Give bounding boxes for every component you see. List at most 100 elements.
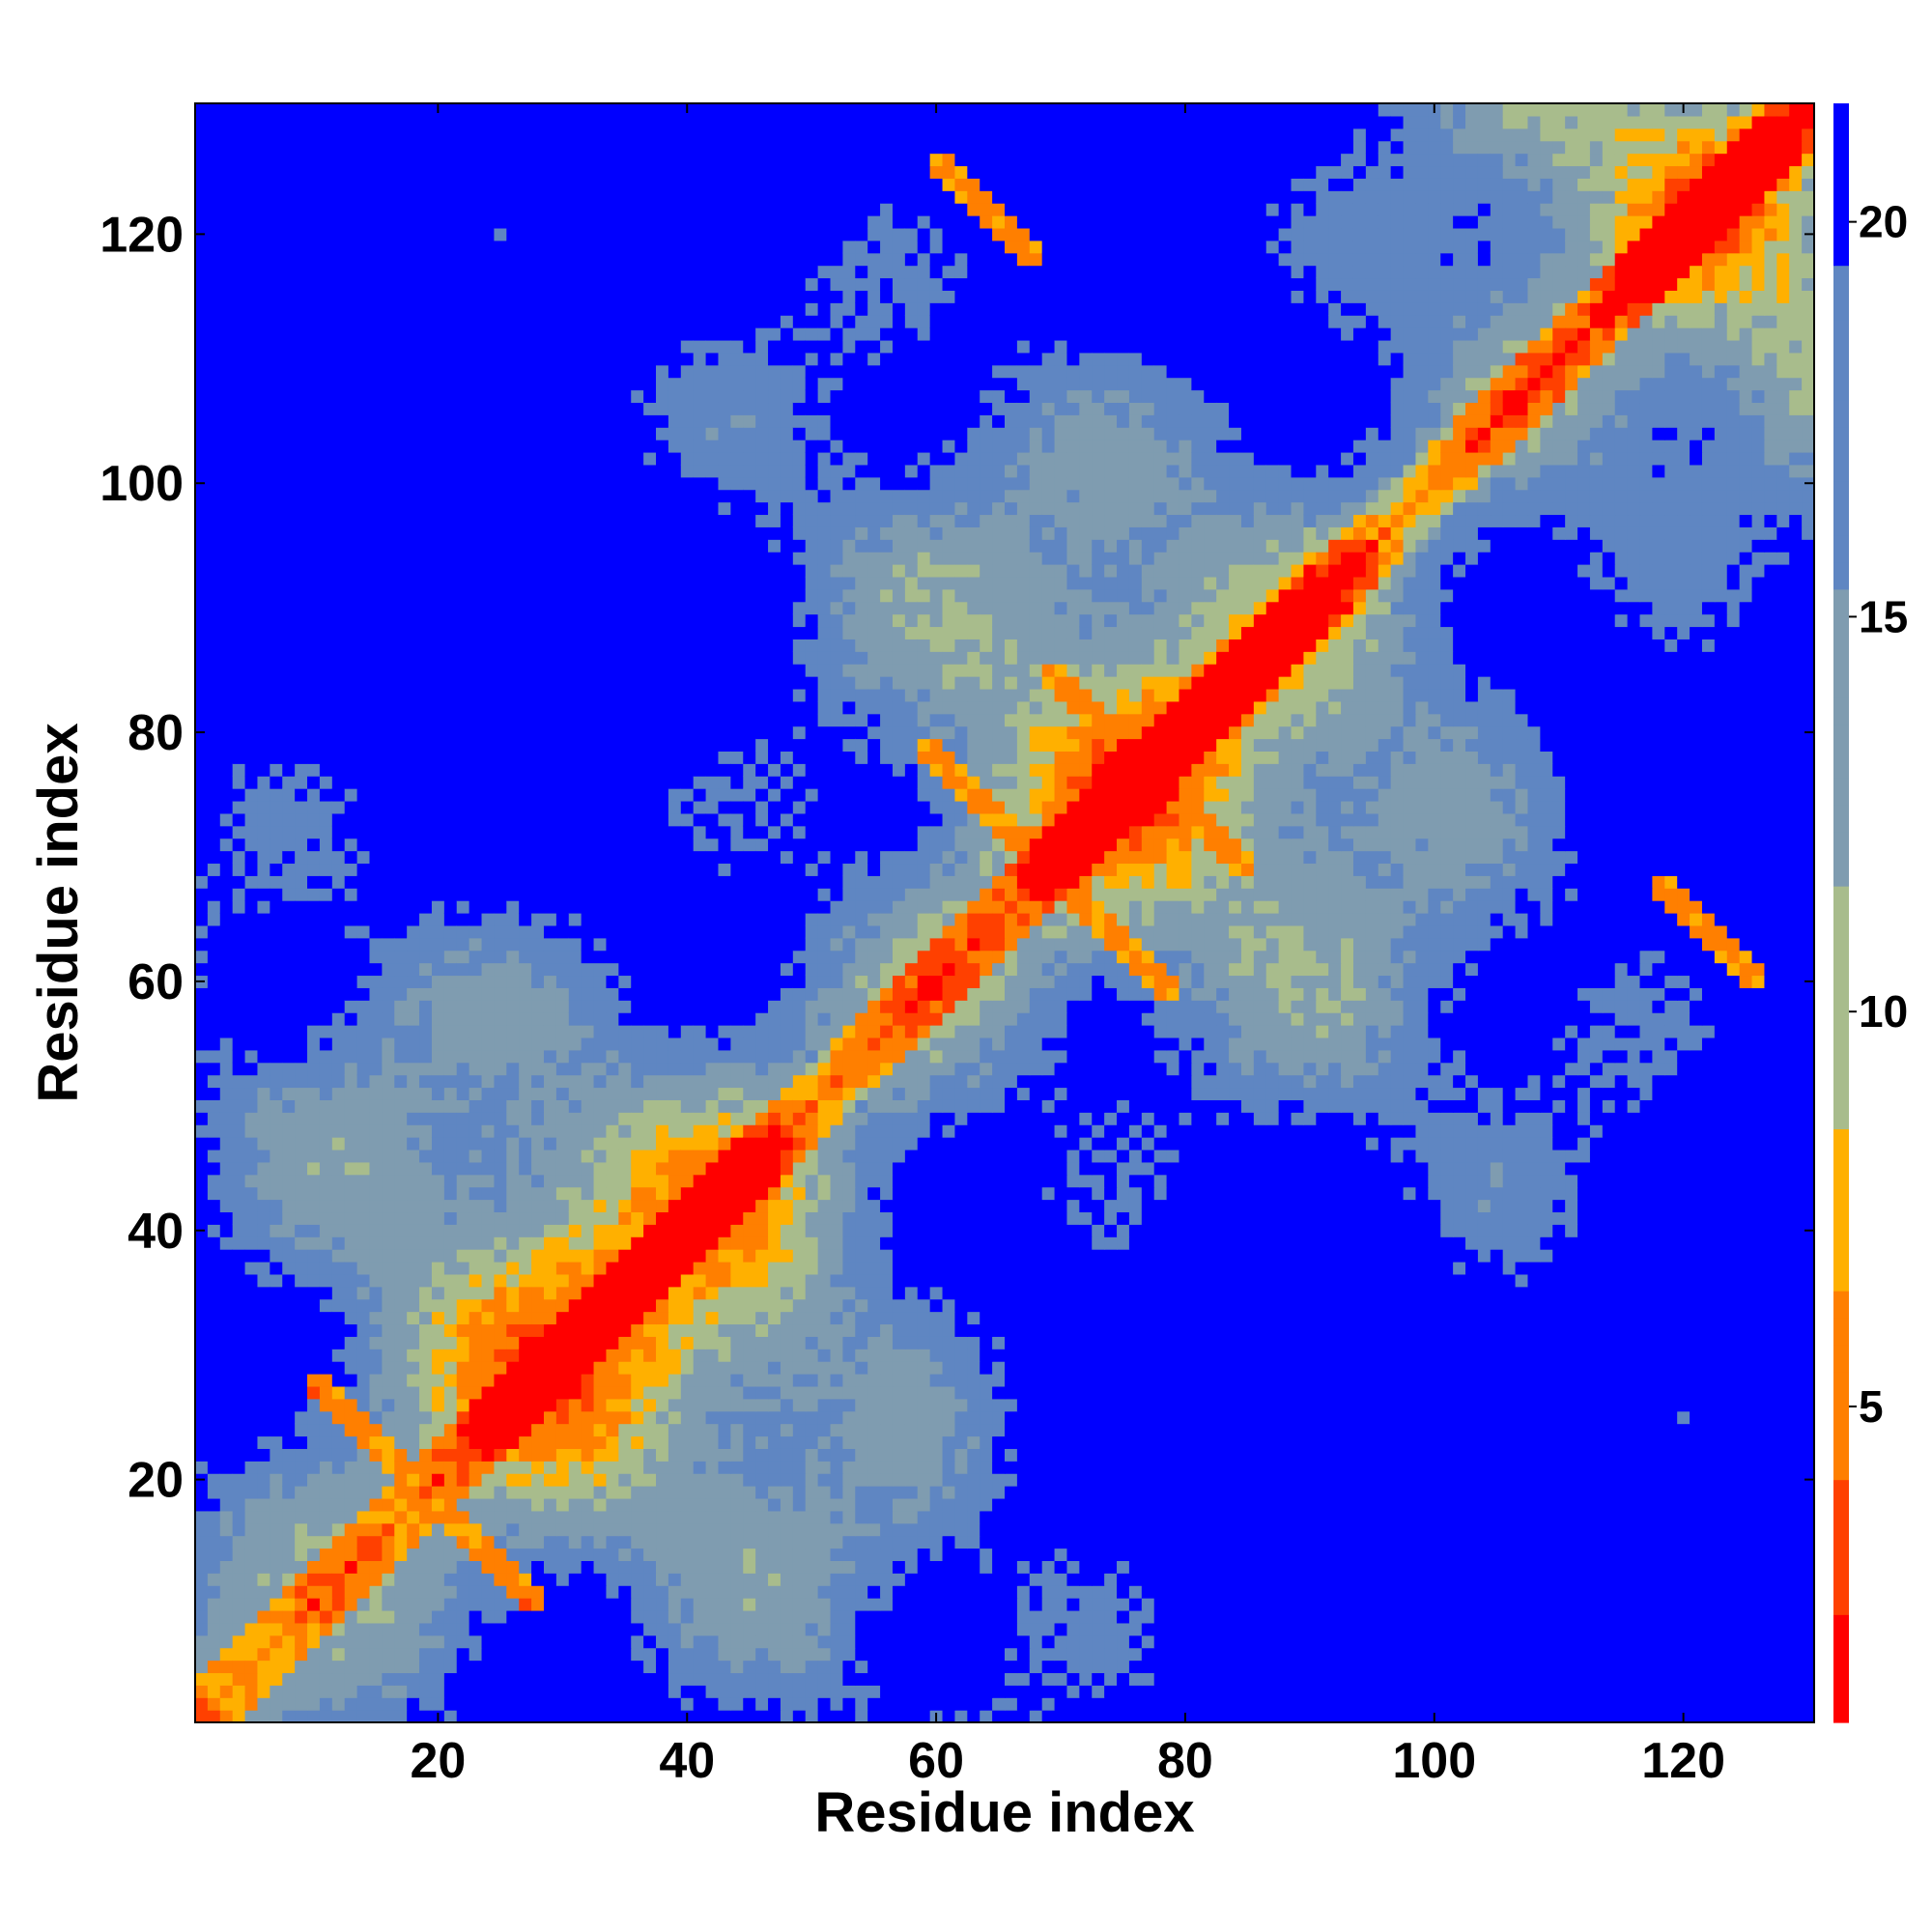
heatmap-cell xyxy=(1092,1510,1105,1524)
heatmap-cell xyxy=(295,626,308,639)
heatmap-cell xyxy=(1378,1585,1392,1599)
heatmap-cell xyxy=(219,115,234,129)
heatmap-cell xyxy=(1265,1634,1280,1649)
heatmap-cell xyxy=(394,140,408,155)
heatmap-cell xyxy=(680,1548,695,1561)
heatmap-cell xyxy=(331,265,346,279)
heatmap-cell xyxy=(331,1710,346,1723)
heatmap-cell xyxy=(443,1199,458,1213)
heatmap-cell xyxy=(295,1585,308,1599)
heatmap-cell xyxy=(344,713,358,727)
heatmap-cell xyxy=(382,1622,395,1636)
heatmap-cell xyxy=(830,1672,843,1686)
heatmap-cell xyxy=(1652,1622,1665,1636)
heatmap-cell xyxy=(1415,1697,1429,1711)
heatmap-cell xyxy=(805,1497,819,1512)
heatmap-cell xyxy=(643,1560,657,1574)
heatmap-cell xyxy=(331,1186,346,1201)
heatmap-cell xyxy=(830,1497,843,1512)
heatmap-cell xyxy=(394,626,408,639)
heatmap-cell xyxy=(1365,1598,1379,1611)
heatmap-cell xyxy=(282,1473,296,1487)
heatmap-cell xyxy=(904,1535,919,1549)
heatmap-cell xyxy=(407,900,420,914)
heatmap-cell xyxy=(1415,1609,1429,1624)
heatmap-cell xyxy=(344,1486,358,1499)
heatmap-cell xyxy=(1291,1609,1305,1624)
heatmap-cell xyxy=(1390,1522,1405,1537)
heatmap-cell xyxy=(1365,1697,1379,1711)
heatmap-cell xyxy=(1291,1647,1305,1662)
heatmap-cell xyxy=(394,863,408,876)
heatmap-cell xyxy=(443,1087,458,1100)
heatmap-cell xyxy=(1041,1461,1056,1474)
heatmap-cell xyxy=(369,1049,383,1064)
heatmap-cell xyxy=(1465,1609,1479,1624)
heatmap-cell xyxy=(1614,1461,1629,1474)
heatmap-cell xyxy=(1179,1660,1192,1674)
heatmap-cell xyxy=(1079,1497,1093,1512)
heatmap-cell xyxy=(1664,1522,1678,1537)
heatmap-cell xyxy=(1029,1548,1043,1561)
heatmap-cell xyxy=(1677,1672,1690,1686)
heatmap-cell xyxy=(232,364,246,379)
heatmap-cell xyxy=(282,277,296,291)
heatmap-cell xyxy=(344,1647,358,1662)
heatmap-cell xyxy=(1701,1697,1716,1711)
heatmap-cell xyxy=(1016,1609,1031,1624)
heatmap-cell xyxy=(369,277,383,291)
heatmap-cell xyxy=(369,290,383,303)
heatmap-cell xyxy=(1490,1685,1504,1698)
heatmap-cell xyxy=(768,1497,781,1512)
heatmap-cell xyxy=(207,464,221,478)
heatmap-cell xyxy=(369,1448,383,1462)
heatmap-cell xyxy=(307,227,321,242)
heatmap-cell xyxy=(207,539,221,553)
heatmap-cell xyxy=(456,1522,470,1537)
heatmap-cell xyxy=(257,1000,270,1013)
heatmap-cell xyxy=(382,203,395,216)
heatmap-cell xyxy=(369,588,383,603)
heatmap-cell xyxy=(1714,1573,1728,1586)
heatmap-cell xyxy=(917,1535,931,1549)
heatmap-cell xyxy=(319,227,333,242)
heatmap-cell xyxy=(257,352,270,366)
heatmap-cell xyxy=(419,900,433,914)
heatmap-cell xyxy=(307,1622,321,1636)
heatmap-cell xyxy=(232,352,246,366)
heatmap-cell xyxy=(842,1685,856,1698)
heatmap-cell xyxy=(1764,1647,1777,1662)
heatmap-cell xyxy=(319,1598,333,1611)
heatmap-cell xyxy=(232,178,246,191)
heatmap-cell xyxy=(718,1486,731,1499)
heatmap-cell xyxy=(382,1448,395,1462)
heatmap-cell xyxy=(307,763,321,777)
heatmap-cell xyxy=(307,700,321,715)
heatmap-cell xyxy=(270,1573,283,1586)
heatmap-cell xyxy=(1204,1622,1217,1636)
heatmap-cell xyxy=(443,838,458,852)
heatmap-cell xyxy=(643,1535,657,1549)
heatmap-cell xyxy=(356,1336,371,1350)
heatmap-cell xyxy=(431,1186,445,1201)
heatmap-cell xyxy=(1141,1685,1155,1698)
heatmap-cell xyxy=(407,1224,420,1237)
heatmap-cell xyxy=(394,1298,408,1313)
heatmap-cell xyxy=(1316,1486,1329,1499)
heatmap-cell xyxy=(369,800,383,814)
heatmap-cell xyxy=(295,1647,308,1662)
heatmap-cell xyxy=(207,1161,221,1176)
heatmap-cell xyxy=(282,539,296,553)
heatmap-cell xyxy=(606,1697,619,1711)
heatmap-cell xyxy=(419,1622,433,1636)
heatmap-cell xyxy=(1477,1560,1492,1574)
heatmap-cell xyxy=(244,564,259,578)
heatmap-cell xyxy=(1240,1535,1255,1549)
heatmap-cell xyxy=(1278,1710,1293,1723)
heatmap-cell xyxy=(1128,1622,1143,1636)
heatmap-cell xyxy=(394,613,408,628)
heatmap-cell xyxy=(295,1298,308,1313)
heatmap-cell xyxy=(1614,1522,1629,1537)
heatmap-cell xyxy=(319,713,333,727)
heatmap-cell xyxy=(1602,1672,1616,1686)
